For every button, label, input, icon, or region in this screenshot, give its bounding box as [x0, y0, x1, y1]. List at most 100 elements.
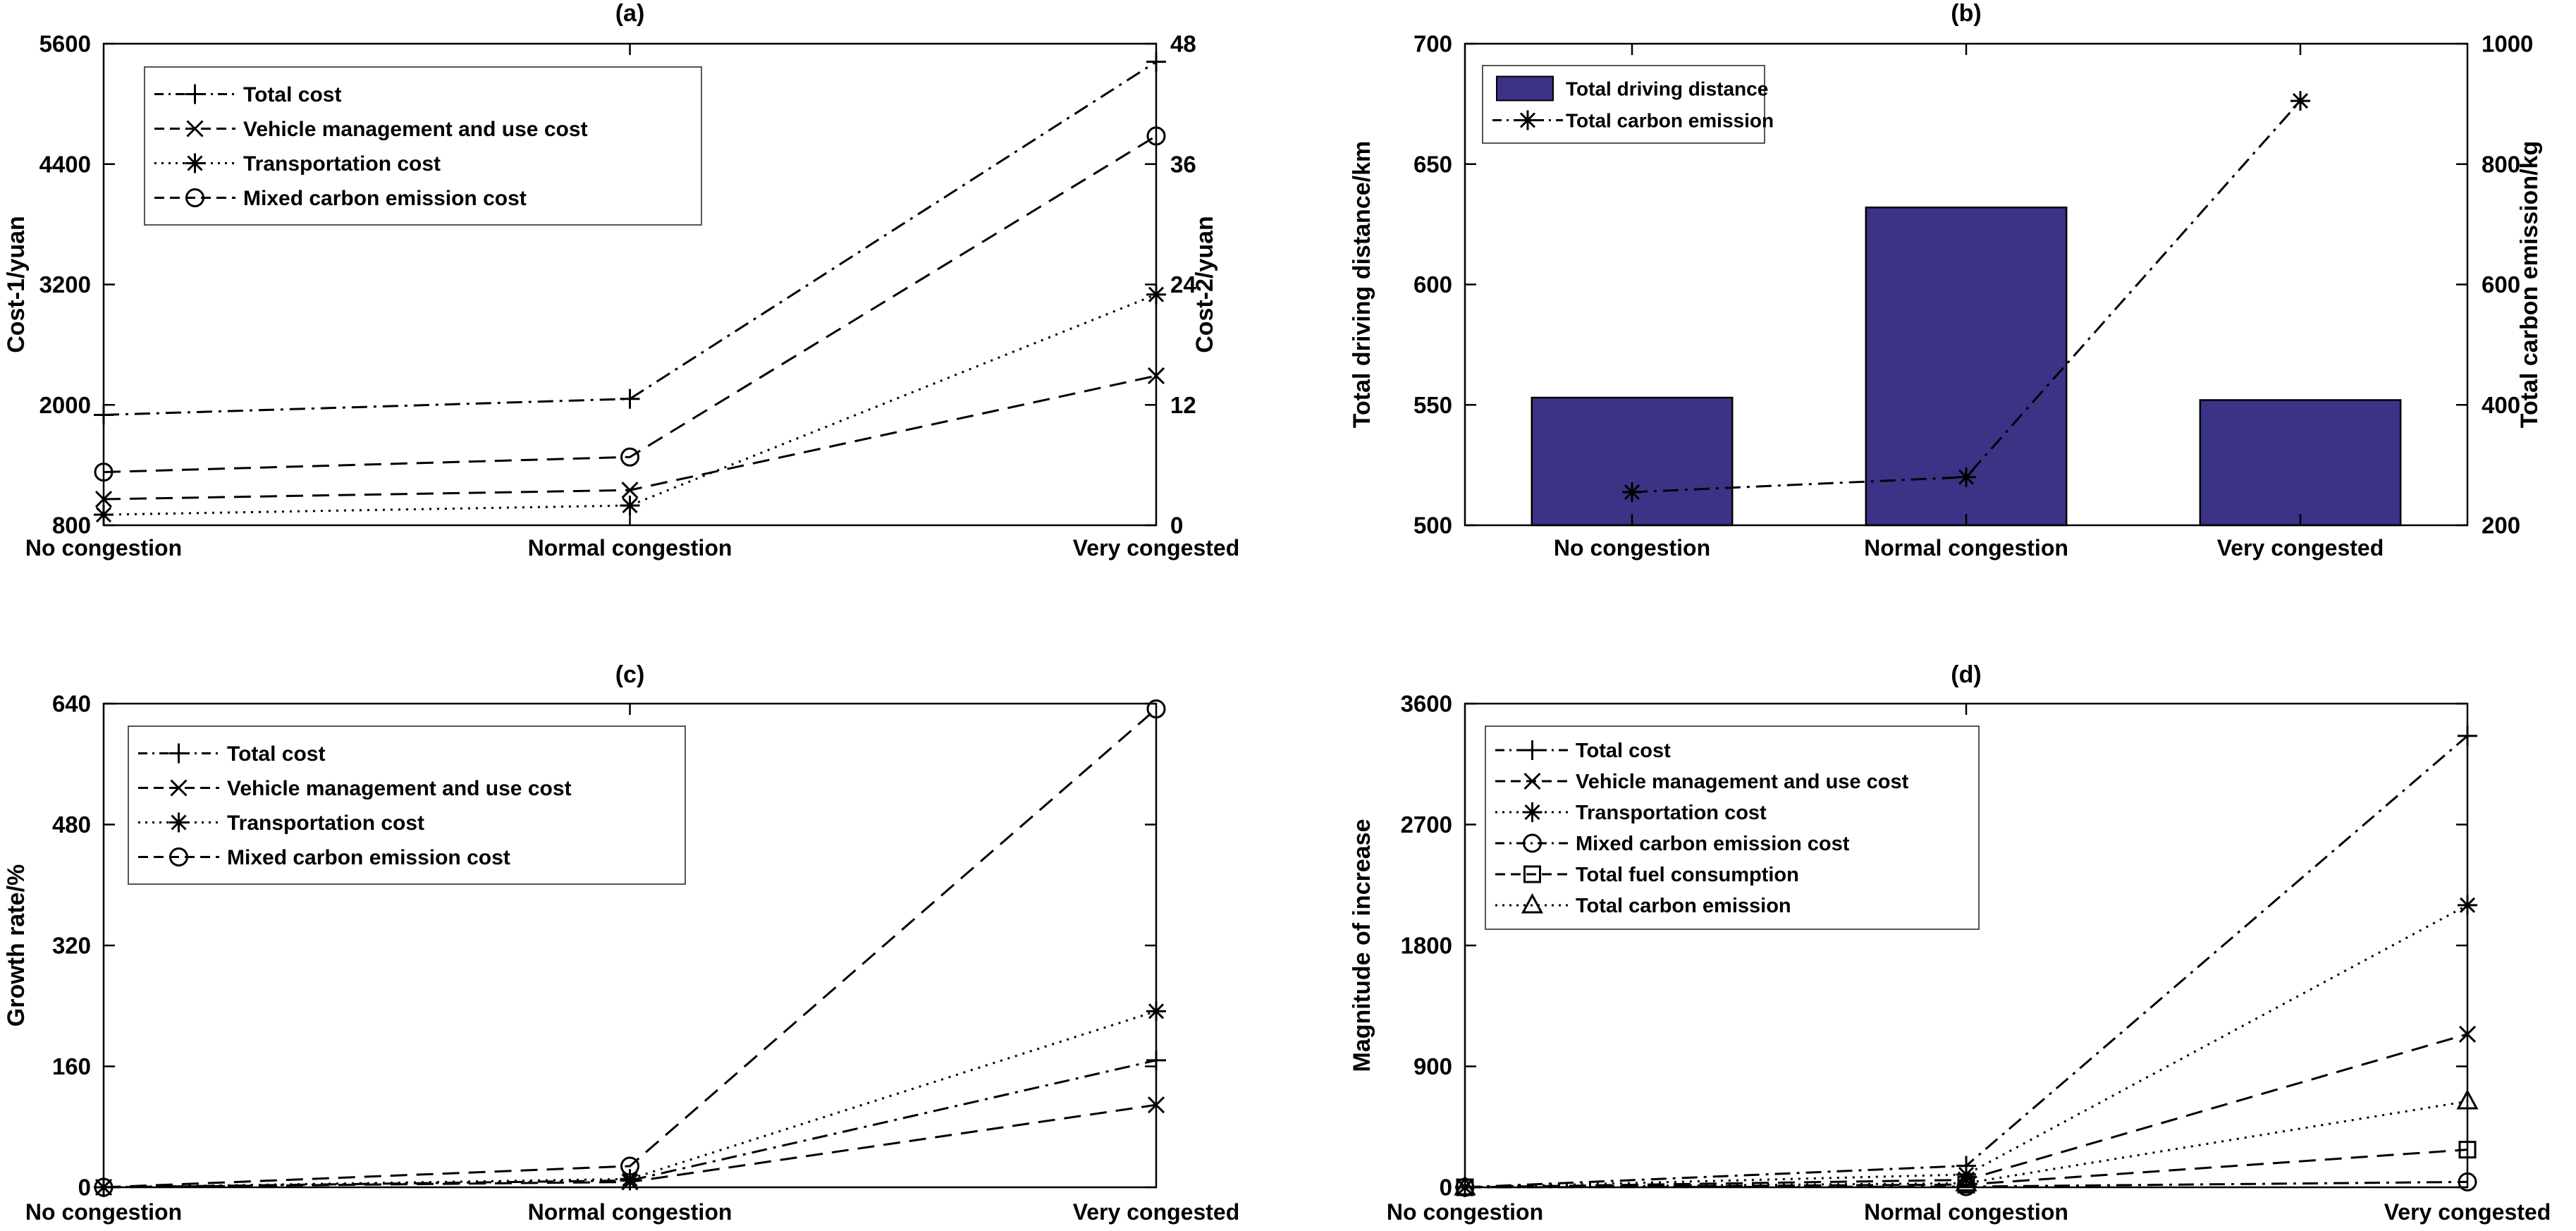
y-tick-label: 550 — [1413, 392, 1452, 418]
bar-No congestion — [1531, 396, 1734, 527]
data-point-x-icon — [94, 490, 113, 508]
data-point-asterisk-icon — [2458, 895, 2477, 915]
tick-mark — [1147, 1096, 1165, 1114]
y-tick-label: 160 — [52, 1053, 91, 1079]
tick-mark — [1519, 112, 1536, 128]
legend-x-icon — [186, 120, 204, 137]
right-tick-label: 12 — [1170, 392, 1196, 418]
tick-mark — [1148, 1003, 1165, 1019]
data-point-x-icon — [1147, 1096, 1165, 1114]
legend-plus-icon — [185, 84, 205, 104]
data-point-circle-icon — [620, 1156, 639, 1176]
tick-mark — [621, 482, 639, 499]
y-tick-label: 1800 — [1401, 933, 1452, 959]
legend-asterisk-icon — [1518, 110, 1538, 130]
tick-mark — [1524, 804, 1540, 821]
right-tick-label: 400 — [2482, 392, 2520, 418]
y-tick-label: 650 — [1413, 151, 1452, 177]
data-point-square-icon — [1957, 1175, 1975, 1194]
panel-d-chart: 0 900 1800 2700 3600 No congestion Normal cong… — [1349, 661, 2551, 1225]
legend-label: Vehicle management and use cost — [243, 118, 588, 141]
legend-label: Total driving distance — [1566, 78, 1768, 99]
legend-x-icon — [1523, 772, 1541, 790]
panel-a-chart: 800 2000 3200 4400 5600 0 12 24 36 48 No congestio… — [3, 0, 1239, 561]
right-tick-label: 800 — [2482, 151, 2520, 177]
legend-label: Transportation cost — [243, 152, 441, 176]
y-tick-label: 2000 — [39, 392, 91, 418]
tick-mark — [1148, 286, 1165, 302]
x-category-label: Normal congestion — [528, 535, 732, 561]
legend-plus-icon — [1522, 740, 1542, 760]
right-tick-label: 1000 — [2482, 31, 2533, 57]
tick-mark — [187, 155, 203, 171]
data-point-circle-icon — [620, 447, 639, 467]
legend-label: Transportation cost — [1576, 802, 1767, 824]
y-tick-label: 0 — [1440, 1175, 1452, 1201]
legend-plus-icon — [168, 743, 189, 764]
x-category-label: Normal congestion — [1864, 1199, 2068, 1225]
tick-mark — [95, 506, 112, 523]
y-tick-label: 0 — [78, 1175, 91, 1201]
legend-label: Total cost — [227, 742, 325, 766]
legend-label: Mixed carbon emission cost — [243, 187, 527, 210]
x-category-label: No congestion — [1387, 1199, 1543, 1225]
y-axis-label-left: Cost-1/yuan — [3, 216, 30, 353]
x-category-label: Very congested — [2384, 1199, 2551, 1225]
y-axis-label-right: Total carbon emission/kg — [2516, 141, 2543, 428]
legend-square-icon — [1523, 865, 1541, 883]
legend-label: Transportation cost — [227, 812, 424, 835]
tick-mark — [94, 490, 113, 508]
right-tick-label: 36 — [1170, 151, 1196, 177]
data-point-asterisk-icon — [1956, 467, 1976, 487]
series-line — [1464, 1149, 2468, 1189]
legend-asterisk-icon — [168, 812, 189, 833]
tick-mark — [1523, 772, 1541, 790]
y-tick-label: 4400 — [39, 151, 91, 177]
data-point-triangle-icon — [1955, 1171, 1977, 1192]
data-point-triangle-icon — [1454, 1175, 1476, 1196]
data-point-asterisk-icon — [2290, 91, 2310, 111]
tick-mark — [170, 779, 188, 797]
y-tick-label: 320 — [52, 933, 91, 959]
tick-mark — [1624, 484, 1640, 501]
x-category-label: Normal congestion — [528, 1199, 732, 1225]
legend-label: Total cost — [1576, 740, 1671, 762]
series-line — [103, 708, 1157, 1189]
data-point-triangle-icon — [2456, 1089, 2479, 1110]
series-line — [103, 1059, 1157, 1189]
data-point-plus-icon — [1146, 51, 1166, 72]
legend-label: Mixed carbon emission cost — [227, 846, 510, 869]
legend-label: Total cost — [243, 83, 341, 106]
legend-circle-icon — [1523, 833, 1542, 853]
data-point-plus-icon — [620, 388, 640, 409]
y-tick-label: 600 — [1413, 271, 1452, 298]
tick-mark — [171, 814, 187, 831]
data-point-plus-icon — [1146, 1050, 1166, 1070]
right-tick-label: 48 — [1170, 31, 1196, 57]
panel-b-chart: 500 550 600 650 700 200 400 600 800 1000 No conges… — [1349, 0, 2543, 561]
tick-mark — [2292, 93, 2309, 109]
data-point-x-icon — [2458, 1025, 2477, 1043]
legend-label: Vehicle management and use cost — [1576, 771, 1909, 793]
data-point-asterisk-icon — [1146, 284, 1166, 305]
legend-box — [1485, 725, 1980, 930]
y-tick-label: 5600 — [39, 31, 91, 57]
tick-mark — [622, 497, 638, 514]
data-point-circle-icon — [1146, 126, 1166, 146]
tick-mark — [1147, 367, 1165, 385]
y-axis-label-left: Growth rate/% — [3, 864, 30, 1027]
series-line — [103, 61, 1157, 416]
panel-c-chart: 0 160 320 480 640 No congestion Normal congest… — [3, 661, 1239, 1225]
tick-mark — [1958, 469, 1975, 485]
bar-Very congested — [2199, 399, 2402, 527]
y-tick-label: 480 — [52, 812, 91, 838]
legend-asterisk-icon — [185, 153, 205, 173]
tick-mark — [2459, 897, 2476, 913]
data-point-square-icon — [2458, 1141, 2477, 1159]
legend-label: Total carbon emission — [1566, 109, 1774, 131]
legend-triangle-icon — [1521, 893, 1544, 914]
right-tick-label: 600 — [2482, 271, 2520, 298]
data-point-asterisk-icon — [1146, 1001, 1166, 1022]
legend-label: Total carbon emission — [1576, 895, 1791, 917]
